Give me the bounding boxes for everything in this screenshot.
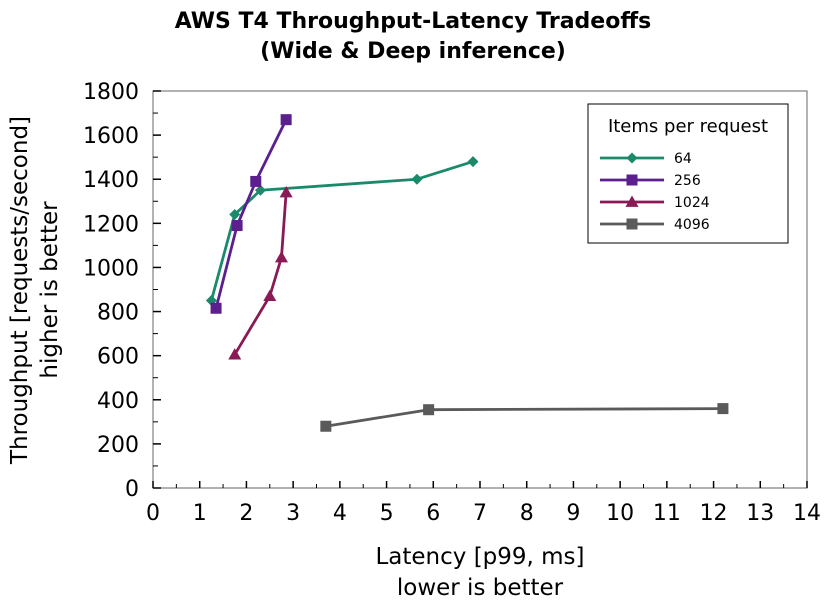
data-point-64 bbox=[229, 209, 241, 221]
x-tick-label: 13 bbox=[746, 501, 774, 526]
legend-marker-4096 bbox=[626, 218, 638, 230]
y-tick-label: 800 bbox=[97, 301, 139, 326]
series-line-1024 bbox=[233, 192, 288, 356]
y-tick-label: 1800 bbox=[83, 80, 139, 105]
y-axis: 0 200 400 600 800 1000 1200 1400 1600 1800 bbox=[83, 80, 161, 502]
legend-label-64: 64 bbox=[674, 151, 692, 167]
y-tick-label: 1400 bbox=[83, 168, 139, 193]
data-point-1024 bbox=[274, 251, 288, 263]
x-tick-label: 2 bbox=[239, 501, 253, 526]
legend-box bbox=[587, 103, 789, 244]
x-tick-label: 9 bbox=[566, 501, 580, 526]
data-point-1024 bbox=[279, 185, 293, 198]
x-tick-label: 6 bbox=[426, 501, 440, 526]
x-tick-label: 12 bbox=[700, 501, 728, 526]
x-axis-title-line1: Latency [p99, ms] bbox=[375, 544, 584, 570]
series-64 bbox=[205, 156, 479, 307]
x-axis-title-line2: lower is better bbox=[397, 575, 564, 601]
legend-marker-1024 bbox=[625, 195, 639, 207]
y-tick-label: 0 bbox=[125, 477, 139, 502]
data-point-256 bbox=[210, 302, 222, 314]
series-line-256 bbox=[214, 119, 288, 309]
y-tick-label: 1200 bbox=[83, 212, 139, 237]
y-tick-label: 600 bbox=[97, 345, 139, 370]
chart-title-line2: (Wide & Deep inference) bbox=[260, 39, 566, 64]
x-tick-label: 1 bbox=[193, 501, 207, 526]
y-axis-title-line1: Throughput [requests/second] bbox=[7, 116, 33, 465]
y-axis-title-line2: higher is better bbox=[37, 201, 63, 379]
data-point-256 bbox=[231, 220, 243, 232]
y-tick-label: 1600 bbox=[83, 124, 139, 149]
x-tick-label: 4 bbox=[333, 501, 347, 526]
data-point-4096 bbox=[423, 404, 435, 416]
data-point-256 bbox=[250, 175, 262, 187]
data-point-4096 bbox=[717, 403, 729, 415]
legend-label-1024: 1024 bbox=[674, 195, 710, 211]
x-tick-label: 14 bbox=[793, 501, 821, 526]
y-tick-label: 200 bbox=[97, 433, 139, 458]
x-tick-label: 3 bbox=[286, 501, 300, 526]
legend-marker-64 bbox=[626, 152, 638, 164]
data-point-1024 bbox=[263, 289, 277, 301]
legend-label-256: 256 bbox=[674, 173, 701, 189]
y-tick-label: 400 bbox=[97, 389, 139, 414]
legend-marker-256 bbox=[626, 174, 638, 186]
y-tick-label: 1000 bbox=[83, 256, 139, 281]
data-point-256 bbox=[280, 114, 292, 126]
series-1024 bbox=[228, 185, 293, 360]
x-tick-label: 0 bbox=[146, 501, 160, 526]
data-point-64 bbox=[467, 156, 479, 168]
x-axis: 0 1 2 3 4 5 6 7 8 9 10 11 12 13 14 bbox=[146, 481, 821, 526]
series-layer bbox=[205, 114, 729, 432]
data-point-64 bbox=[254, 184, 266, 196]
x-tick-label: 5 bbox=[380, 501, 394, 526]
data-point-64 bbox=[411, 173, 423, 185]
legend-label-4096: 4096 bbox=[674, 217, 710, 233]
data-point-1024 bbox=[228, 348, 242, 360]
x-tick-label: 7 bbox=[473, 501, 487, 526]
legend-title: Items per request bbox=[608, 116, 768, 137]
legend: Items per request 64 256 1024 4096 bbox=[587, 103, 789, 244]
series-4096 bbox=[320, 403, 729, 432]
x-tick-label: 8 bbox=[520, 501, 534, 526]
data-point-4096 bbox=[320, 420, 332, 432]
chart-title-line1: AWS T4 Throughput-Latency Tradeoffs bbox=[175, 9, 652, 34]
series-line-4096 bbox=[325, 407, 723, 428]
series-256 bbox=[210, 114, 292, 314]
x-tick-label: 11 bbox=[653, 501, 681, 526]
x-tick-label: 10 bbox=[606, 501, 634, 526]
